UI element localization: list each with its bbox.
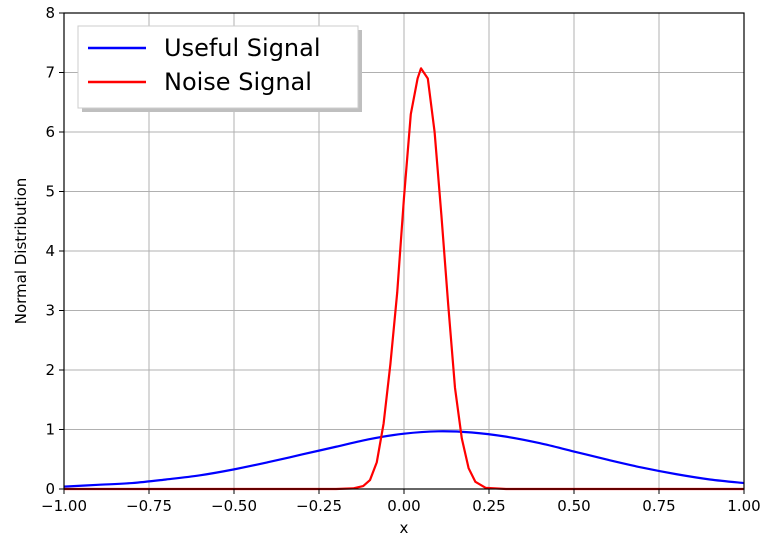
- y-tick-label: 4: [45, 242, 55, 260]
- legend-box: [77, 25, 359, 109]
- y-tick-label: 8: [45, 4, 55, 22]
- y-tick-label: 7: [45, 64, 55, 82]
- x-tick-label: 1.00: [727, 497, 760, 515]
- x-tick-label: 0.75: [642, 497, 675, 515]
- y-tick-label: 3: [45, 302, 55, 320]
- y-tick-label: 6: [45, 123, 55, 141]
- y-tick-label: 0: [45, 480, 55, 498]
- y-axis-label: Normal Distribution: [12, 178, 30, 325]
- series-lines: [63, 67, 745, 491]
- legend: Useful Signal Noise Signal: [77, 25, 362, 112]
- axis-ticks: −1.00 −0.75 −0.50 −0.25 0.00 0.25 0.50 0.75 1.00…: [41, 4, 761, 515]
- y-tick-label: 2: [45, 361, 55, 379]
- x-tick-label: −0.25: [296, 497, 342, 515]
- x-tick-label: 0.00: [387, 497, 420, 515]
- x-tick-label: −1.00: [41, 497, 87, 515]
- x-axis-label: x: [400, 519, 409, 537]
- x-tick-label: 0.25: [472, 497, 505, 515]
- series-line-useful-signal: [63, 430, 745, 488]
- y-tick-label: 5: [45, 183, 55, 201]
- x-tick-label: 0.50: [557, 497, 590, 515]
- legend-label: Noise Signal: [164, 68, 312, 96]
- series-line-noise-signal: [64, 67, 744, 491]
- legend-label: Useful Signal: [164, 34, 321, 62]
- y-tick-label: 1: [45, 421, 55, 439]
- x-tick-label: −0.75: [126, 497, 172, 515]
- x-tick-label: −0.50: [211, 497, 257, 515]
